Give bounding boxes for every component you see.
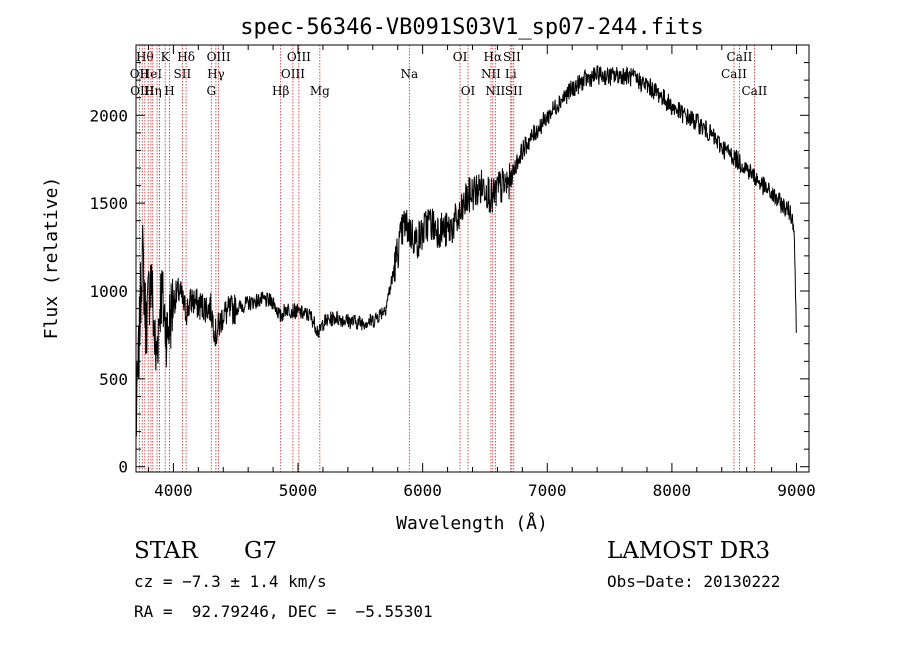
x-tick-label: 7000 (528, 481, 567, 500)
x-tick-label: 5000 (279, 481, 318, 500)
chart-title: spec-56346-VB091S03V1_sp07-244.fits (240, 15, 704, 40)
y-axis-label: Flux (relative) (41, 177, 62, 340)
spectral-line-label: OI (453, 50, 468, 64)
y-tick-label: 500 (99, 370, 128, 389)
spectral-line-label: SII (503, 50, 521, 64)
spectral-line-label: CaII (721, 67, 747, 81)
spectral-line-label: K (161, 50, 171, 64)
flux-series-line (135, 65, 797, 437)
spectral-line-label: Hγ (207, 67, 225, 81)
spectral-line-label: Hβ (272, 84, 289, 98)
y-tick-label: 0 (118, 458, 128, 477)
spectral-line-label: OII (130, 67, 150, 81)
spectral-line-label: Hη (144, 84, 162, 98)
spectral-line-label: Hα (484, 50, 503, 64)
survey-name: LAMOST DR3 (607, 538, 771, 564)
x-tick-label: 9000 (777, 481, 816, 500)
obs-date: Obs−Date: 20130222 (607, 572, 781, 591)
spectral-line-label: Mg (310, 84, 330, 98)
spectral-line-label: OIII (281, 67, 305, 81)
object-subclass: G7 (244, 538, 278, 564)
y-tick-label: 2000 (89, 106, 128, 125)
spectral-line-label: OIII (287, 50, 311, 64)
spectral-line-label: NII (485, 84, 505, 98)
axis-ticks: 4000 5000 6000 7000 8000 9000 0 500 1000 1500 2000 (89, 44, 816, 500)
spectral-line-label: Na (400, 67, 418, 81)
spectral-line-label: CaII (727, 50, 753, 64)
spectral-line-label: HeI (140, 67, 163, 81)
x-tick-label: 6000 (403, 481, 442, 500)
spectral-line-label: Hδ (177, 50, 195, 64)
spectral-line-label: G (206, 84, 216, 98)
x-tick-label: 8000 (653, 481, 692, 500)
spectral-line-label: OI (461, 84, 476, 98)
spectral-line-label: NII (481, 67, 501, 81)
x-axis-label: Wavelength (Å) (396, 512, 548, 534)
spectral-line-label: Hθ (136, 50, 154, 64)
plot-frame (135, 44, 810, 473)
spectral-line-label: CaII (741, 84, 767, 98)
y-tick-label: 1000 (89, 282, 128, 301)
spectral-line-label: SII (505, 84, 523, 98)
y-tick-label: 1500 (89, 194, 128, 213)
redshift-readout: cz = −7.3 ± 1.4 km/s (134, 572, 327, 591)
spectral-line-label: H (164, 84, 174, 98)
spectral-line-label: SII (174, 67, 192, 81)
spectral-line-label: Li (505, 67, 517, 81)
x-tick-label: 4000 (154, 481, 193, 500)
spectral-line-label: OIII (207, 50, 231, 64)
sky-coordinates: RA = 92.79246, DEC = −5.55301 (134, 602, 433, 621)
object-class: STAR (134, 538, 198, 564)
